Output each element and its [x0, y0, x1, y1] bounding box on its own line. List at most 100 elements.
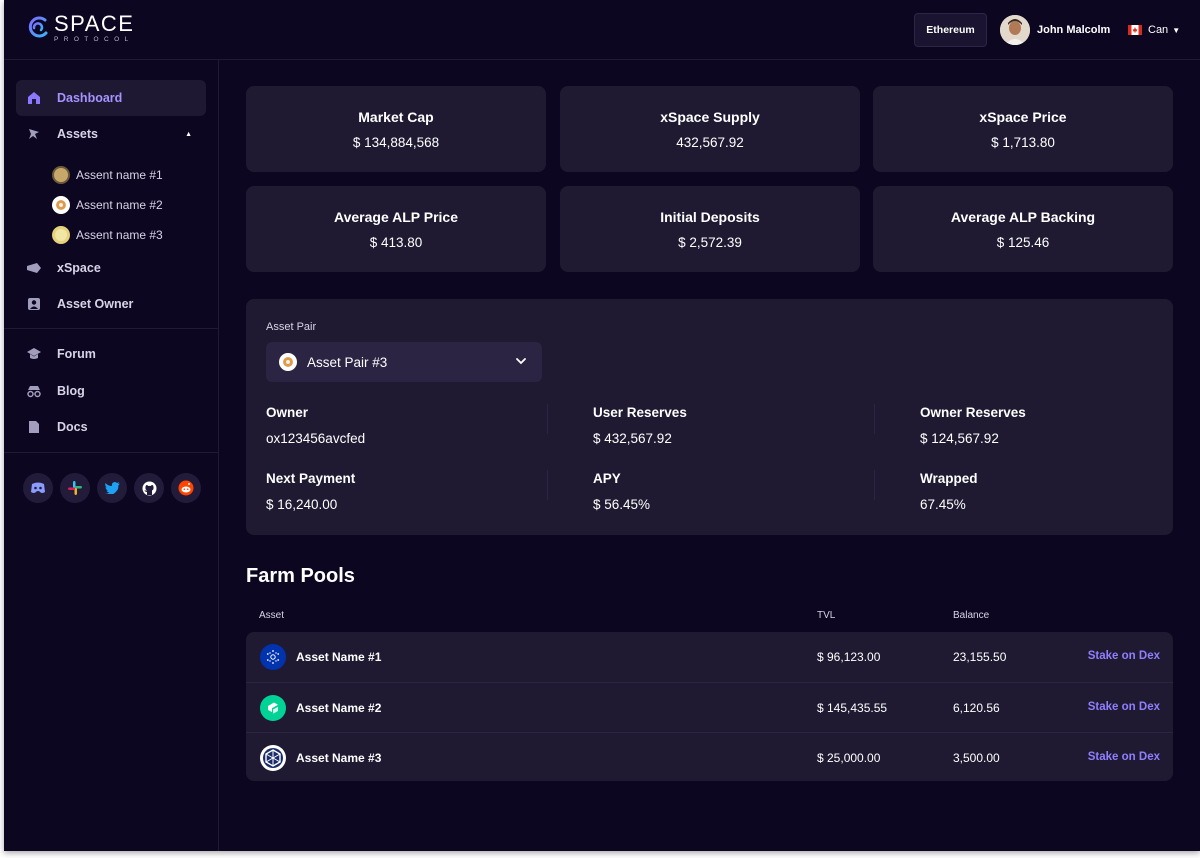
asset-pair-selected: Asset Pair #3 — [307, 354, 388, 370]
stake-on-dex-link[interactable]: Stake on Dex — [1087, 650, 1160, 662]
metric-wrapped: Wrapped 67.45% — [920, 471, 1200, 512]
asset-pair-dropdown[interactable]: Asset Pair #3 — [266, 342, 542, 382]
reddit-icon[interactable] — [171, 473, 201, 503]
pool-tvl: $ 145,435.55 — [817, 701, 888, 715]
social-links — [23, 473, 208, 503]
table-row: Asset Name #2 $ 145,435.55 6,120.56 Stak… — [246, 682, 1173, 732]
stat-value: 432,567.92 — [676, 135, 744, 150]
asset-coin-icon — [279, 353, 297, 371]
language-label: Can — [1148, 24, 1169, 36]
stat-card-average-alp-backing: Average ALP Backing $ 125.46 — [873, 186, 1173, 272]
metric-divider — [547, 470, 548, 500]
discord-icon[interactable] — [23, 473, 53, 503]
sidebar-subitem-3[interactable]: Assent name #3 — [52, 225, 163, 245]
metric-value: $ 16,240.00 — [266, 497, 338, 512]
github-icon[interactable] — [134, 473, 164, 503]
metric-user-reserves: User Reserves $ 432,567.92 — [593, 405, 873, 446]
slack-icon[interactable] — [60, 473, 90, 503]
sidebar-item-label: Docs — [57, 420, 88, 434]
sidebar-subitem-1[interactable]: Assent name #1 — [52, 165, 163, 185]
stat-title: Average ALP Price — [334, 209, 458, 225]
user-icon — [26, 296, 42, 312]
network-button[interactable]: Ethereum — [914, 13, 987, 47]
logo-tagline: PROTOCOL — [54, 36, 134, 43]
metric-next-payment: Next Payment $ 16,240.00 — [266, 471, 546, 512]
avatar[interactable] — [1000, 15, 1030, 45]
sidebar-item-docs[interactable]: Docs — [16, 409, 206, 445]
chevron-down-icon — [516, 358, 526, 365]
sidebar-divider — [4, 328, 219, 329]
sidebar-item-forum[interactable]: Forum — [16, 336, 206, 372]
sidebar-item-xspace[interactable]: xSpace — [16, 250, 206, 286]
blog-icon — [26, 383, 42, 399]
pool-name: Asset Name #1 — [296, 650, 382, 664]
metric-value: ox123456avcfed — [266, 431, 366, 446]
xspace-icon — [26, 260, 42, 276]
sidebar-item-asset-owner[interactable]: Asset Owner — [16, 286, 206, 322]
farm-pools-title: Farm Pools — [246, 565, 355, 587]
compound-icon — [260, 695, 286, 721]
user-avatar-icon — [1000, 15, 1030, 45]
stat-title: xSpace Price — [979, 109, 1067, 125]
stat-value: $ 413.80 — [369, 235, 423, 250]
docs-icon — [26, 419, 42, 435]
stake-on-dex-link[interactable]: Stake on Dex — [1087, 701, 1160, 713]
asset-coin-icon — [52, 196, 70, 214]
pool-balance: 6,120.56 — [953, 701, 1000, 715]
pool-balance: 23,155.50 — [953, 650, 1007, 664]
caret-up-icon[interactable]: ▲ — [185, 130, 192, 138]
stake-on-dex-link[interactable]: Stake on Dex — [1087, 751, 1160, 763]
sidebar-item-blog[interactable]: Blog — [16, 373, 206, 409]
table-row: Asset Name #1 $ 96,123.00 23,155.50 Stak… — [246, 632, 1173, 682]
metric-title: Next Payment — [266, 471, 356, 486]
asset-pair-panel: Asset Pair Asset Pair #3 Owner ox123456a… — [246, 299, 1173, 535]
forum-icon — [26, 346, 42, 362]
sidebar-item-dashboard[interactable]: Dashboard — [16, 80, 206, 116]
sidebar-item-label: xSpace — [57, 261, 101, 275]
stat-card-initial-deposits: Initial Deposits $ 2,572.39 — [560, 186, 860, 272]
network-icon — [260, 745, 286, 771]
sidebar-divider — [4, 452, 219, 453]
metric-title: Wrapped — [920, 471, 978, 486]
metric-divider — [874, 404, 875, 434]
home-icon — [26, 90, 42, 106]
user-name[interactable]: John Malcolm — [1037, 24, 1111, 36]
metric-value: $ 56.45% — [593, 497, 651, 512]
metric-value: $ 432,567.92 — [593, 431, 672, 446]
sidebar-item-assets[interactable]: Assets ▲ — [16, 116, 206, 152]
sidebar-subitem-label: Assent name #3 — [76, 228, 163, 242]
pool-balance: 3,500.00 — [953, 751, 1000, 765]
sidebar-item-label: Assets — [57, 127, 98, 141]
logo[interactable]: SPACE PROTOCOL — [26, 13, 134, 44]
metric-apy: APY $ 56.45% — [593, 471, 873, 512]
pool-tvl: $ 25,000.00 — [817, 751, 881, 765]
column-header-asset: Asset — [259, 610, 285, 621]
language-selector[interactable]: Can ▼ — [1128, 24, 1180, 36]
twitter-icon[interactable] — [97, 473, 127, 503]
asset-coin-icon — [52, 166, 70, 184]
stat-title: Initial Deposits — [660, 209, 760, 225]
stat-value: $ 134,884,568 — [352, 135, 440, 150]
chevron-down-icon: ▼ — [1172, 25, 1181, 35]
stat-value: $ 1,713.80 — [991, 135, 1055, 150]
app-window: SPACE PROTOCOL Ethereum John Malcolm Can… — [4, 0, 1200, 851]
metric-owner: Owner ox123456avcfed — [266, 405, 546, 446]
metric-title: User Reserves — [593, 405, 687, 420]
metric-value: 67.45% — [920, 497, 966, 512]
stat-card-xspace-price: xSpace Price $ 1,713.80 — [873, 86, 1173, 172]
sidebar-subitem-label: Assent name #2 — [76, 198, 163, 212]
top-header: SPACE PROTOCOL Ethereum John Malcolm Can… — [4, 0, 1200, 60]
sidebar-item-label: Dashboard — [57, 91, 123, 105]
stat-card-xspace-supply: xSpace Supply 432,567.92 — [560, 86, 860, 172]
pool-tvl: $ 96,123.00 — [817, 650, 881, 664]
stat-title: Market Cap — [358, 109, 434, 125]
pool-name: Asset Name #2 — [296, 701, 382, 715]
metric-value: $ 124,567.92 — [920, 431, 999, 446]
assets-icon — [26, 126, 42, 142]
sidebar-subitem-2[interactable]: Assent name #2 — [52, 195, 163, 215]
metric-title: Owner — [266, 405, 309, 420]
sidebar-item-label: Forum — [57, 347, 96, 361]
column-header-balance: Balance — [953, 610, 990, 621]
sidebar-item-label: Asset Owner — [57, 297, 134, 311]
sidebar-item-label: Blog — [57, 384, 85, 398]
